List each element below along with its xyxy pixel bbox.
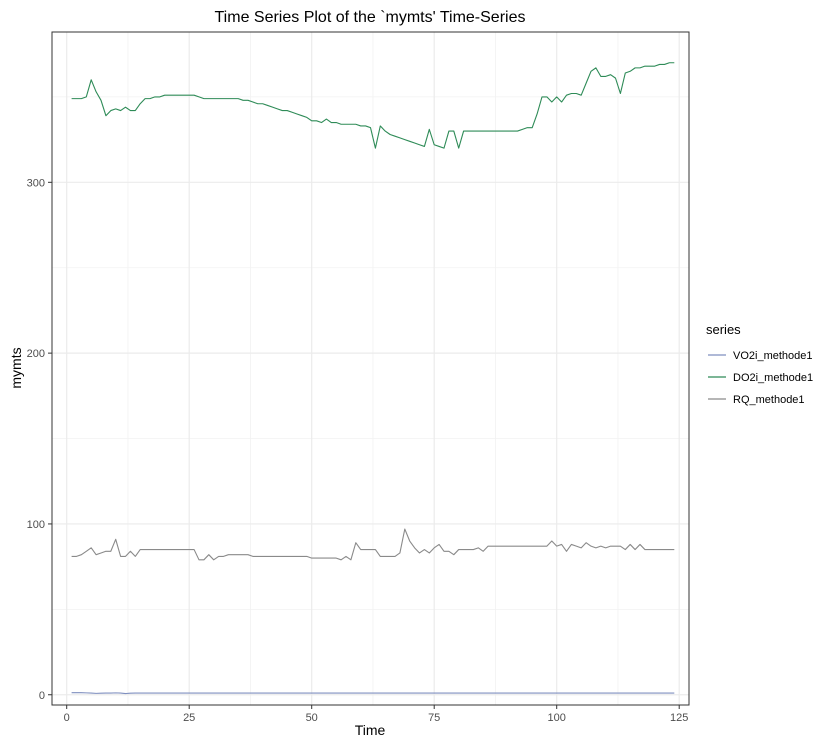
y-tick-label: 200 <box>27 348 45 360</box>
legend-items: VO2i_methode1 DO2i_methode1 RQ_methode1 <box>708 350 813 406</box>
legend-label: RQ_methode1 <box>733 394 805 406</box>
chart-title: Time Series Plot of the `mymts' Time-Ser… <box>215 9 526 26</box>
x-tick-label: 100 <box>548 712 566 724</box>
series-line-VO2i_methode1 <box>71 692 675 695</box>
y-tick-label: 100 <box>27 519 45 531</box>
y-axis-ticks: 0 100 200 300 <box>27 177 52 702</box>
x-tick-label: 125 <box>670 712 688 724</box>
series-line-DO2i_methode1 <box>71 62 675 149</box>
x-tick-label: 75 <box>428 712 440 724</box>
legend-item-VO2i_methode1: VO2i_methode1 <box>708 350 813 362</box>
legend-label: VO2i_methode1 <box>733 350 813 362</box>
x-tick-label: 50 <box>306 712 318 724</box>
legend: series VO2i_methode1 DO2i_methode1 RQ_meth… <box>706 322 813 406</box>
legend-title: series <box>706 322 741 337</box>
x-tick-label: 25 <box>183 712 195 724</box>
series-line-RQ_methode1 <box>71 528 675 561</box>
x-axis-title: Time <box>355 722 386 738</box>
plot-panel-border <box>51 31 690 706</box>
series-lines <box>71 62 675 695</box>
grid-lines <box>52 32 689 705</box>
y-axis-title: mymts <box>8 347 24 388</box>
y-tick-label: 0 <box>39 690 45 702</box>
x-axis-ticks: 0 25 50 75 100 125 <box>64 705 688 724</box>
y-tick-label: 300 <box>27 177 45 189</box>
x-tick-label: 0 <box>64 712 70 724</box>
legend-item-RQ_methode1: RQ_methode1 <box>708 394 805 406</box>
legend-label: DO2i_methode1 <box>733 372 813 384</box>
legend-item-DO2i_methode1: DO2i_methode1 <box>708 372 813 384</box>
